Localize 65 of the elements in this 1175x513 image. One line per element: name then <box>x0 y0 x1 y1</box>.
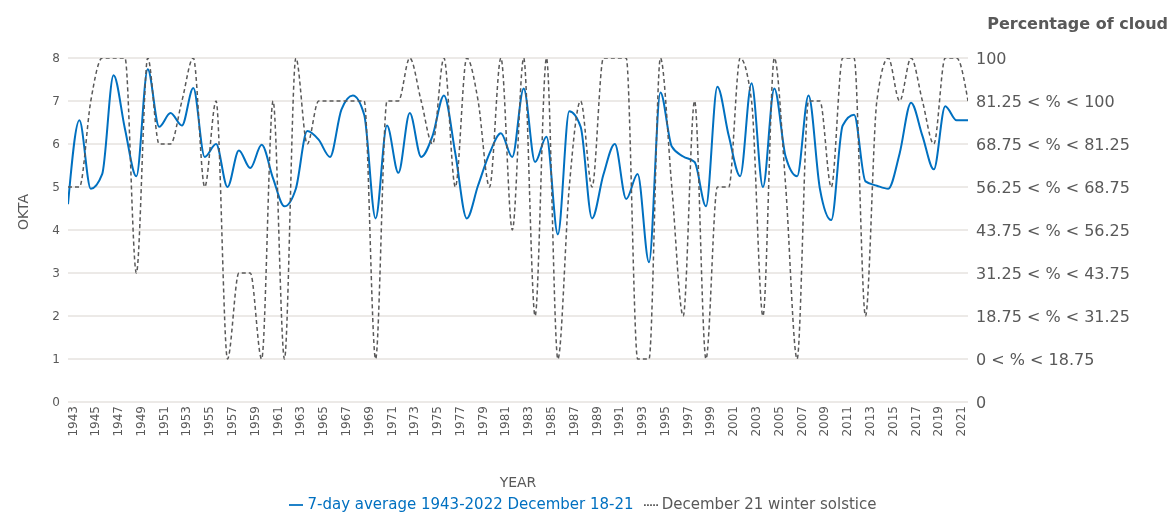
x-tick-label: 1999 <box>703 406 718 437</box>
line-series <box>68 68 968 264</box>
x-tick-label: 1953 <box>179 406 194 437</box>
x-tick-label: 2013 <box>862 406 877 437</box>
y-tick-label: 4 <box>52 223 60 237</box>
x-tick-label: 2011 <box>840 406 855 437</box>
y2-tick-label: 56.25 < % < 68.75 <box>976 177 1130 197</box>
line-series <box>68 58 968 360</box>
y2-tick-label: 68.75 < % < 81.25 <box>976 134 1130 154</box>
x-tick-label: 1945 <box>88 406 103 437</box>
y2-tick-label: 18.75 < % < 31.25 <box>976 306 1130 326</box>
x-tick-label: 1943 <box>65 406 80 437</box>
y2-tick-label: 31.25 < % < 43.75 <box>976 263 1130 283</box>
x-tick-label: 1957 <box>225 406 240 437</box>
x-tick-label: 2021 <box>954 406 969 437</box>
x-tick-label: 1967 <box>338 406 353 437</box>
y2-tick-label: 81.25 < % < 100 <box>976 91 1115 111</box>
y-axis-title: OKTA <box>14 193 31 230</box>
y-tick-label: 3 <box>52 266 60 280</box>
x-tick-label: 1985 <box>544 406 558 437</box>
y-tick-label: 7 <box>52 94 60 108</box>
x-tick-label: 2009 <box>817 406 832 437</box>
x-tick-label: 1991 <box>612 406 627 437</box>
x-tick-label: 2003 <box>749 406 764 437</box>
y-tick-label: 5 <box>52 180 60 194</box>
x-tick-label: 1995 <box>657 406 672 437</box>
x-axis-title: YEAR <box>498 474 537 490</box>
x-tick-label: 1969 <box>361 406 376 437</box>
y2-axis-title: Percentage of cloud <box>987 14 1168 33</box>
y-tick-label: 0 <box>52 395 60 409</box>
x-tick-label: 2015 <box>885 406 900 437</box>
x-tick-label: 2017 <box>908 406 923 437</box>
x-tick-label: 1963 <box>293 406 308 437</box>
y2-tick-label: 0 < % < 18.75 <box>976 349 1095 369</box>
y-tick-label: 2 <box>52 309 60 323</box>
x-tick-label: 1955 <box>202 406 217 437</box>
x-tick-label: 1961 <box>270 406 285 437</box>
x-tick-label: 1965 <box>316 406 331 437</box>
x-tick-label: 1951 <box>156 406 171 437</box>
x-tick-label: 1973 <box>407 406 422 437</box>
legend-label: 7-day average 1943-2022 December 18-21 <box>307 495 634 513</box>
x-tick-label: 1987 <box>566 406 581 437</box>
x-tick-label: 2005 <box>771 406 786 437</box>
x-tick-label: 2001 <box>726 406 741 437</box>
x-tick-label: 2007 <box>794 406 809 437</box>
x-tick-label: 1975 <box>430 406 445 437</box>
x-tick-label: 1993 <box>635 406 650 437</box>
x-tick-label: 1949 <box>133 406 148 437</box>
y2-tick-label: 100 <box>976 48 1007 68</box>
x-tick-label: 1979 <box>475 406 490 437</box>
y-tick-label: 6 <box>52 137 60 151</box>
x-tick-label: 2019 <box>931 406 946 437</box>
y-tick-label: 1 <box>52 352 60 366</box>
x-tick-label: 1983 <box>521 406 536 437</box>
x-tick-label: 1981 <box>498 406 513 437</box>
x-tick-label: 1977 <box>452 406 467 437</box>
x-tick-label: 1947 <box>111 406 126 437</box>
x-tick-label: 1959 <box>247 406 262 437</box>
x-tick-label: 1997 <box>680 406 695 437</box>
legend-label: December 21 winter solstice <box>661 495 877 513</box>
y-tick-label: 8 <box>52 51 60 65</box>
x-tick-label: 1989 <box>589 406 604 437</box>
x-tick-label: 1971 <box>384 406 399 437</box>
y2-tick-label: 43.75 < % < 56.25 <box>976 220 1130 240</box>
y2-tick-label: 0 <box>976 392 987 412</box>
